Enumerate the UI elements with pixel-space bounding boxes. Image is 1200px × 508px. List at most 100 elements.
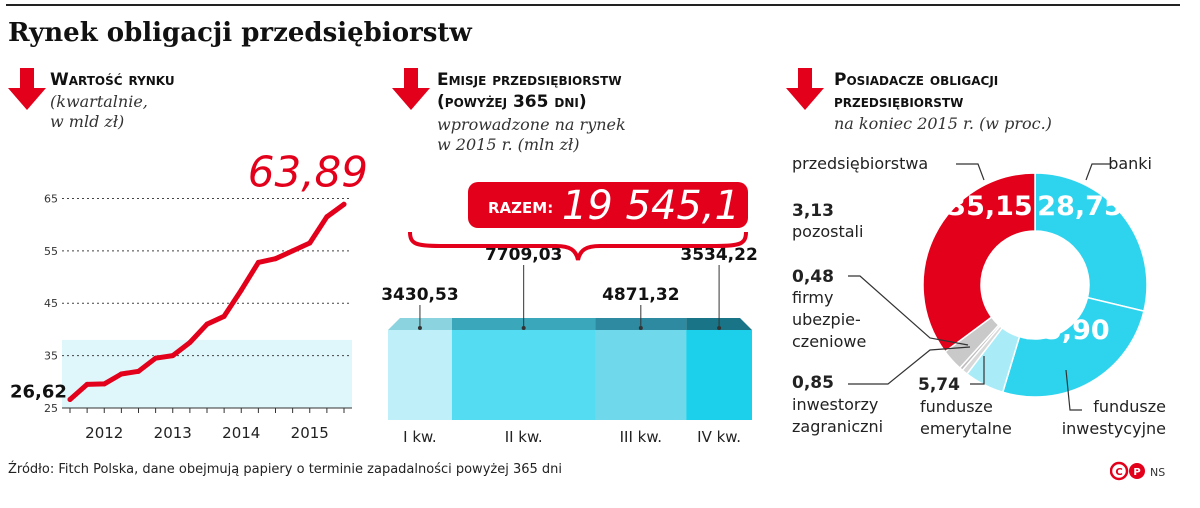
holders-title-1: Posiadacze obligacji: [834, 70, 999, 90]
data-point: [238, 287, 244, 293]
data-point: [84, 381, 90, 387]
label-pozostali: pozostali: [792, 222, 863, 241]
slice-value-label: 28,75: [1037, 191, 1122, 222]
top-rule: [6, 4, 1180, 6]
page-title: Rynek obligacji przedsiębiorstw: [8, 18, 472, 48]
issues-title-2: (powyżej 365 dni): [437, 92, 587, 112]
slice-value-label: 35,15: [947, 191, 1032, 222]
publisher-logo: C P NS: [1110, 461, 1165, 481]
y-tick-label: 65: [44, 192, 58, 205]
start-value-label: 26,62: [10, 382, 67, 403]
value-emerytalne: 5,74: [918, 375, 960, 395]
data-point: [101, 381, 107, 387]
label-inwestycyjne-1: fundusze: [1093, 397, 1166, 416]
donut-slice: [922, 172, 1036, 353]
total-banner: [468, 182, 748, 228]
label-przedsiebiorstwa: przedsiębiorstwa: [792, 154, 928, 173]
holders-donut-chart: 35,15 28,75 25,90 przedsiębiorstwa banki 3,13…: [792, 154, 1166, 438]
label-firmy-2: ubezpie-: [792, 310, 861, 329]
bar-segment: [388, 330, 452, 420]
label-firmy-1: firmy: [792, 288, 833, 307]
x-tick-label: 2014: [222, 424, 260, 442]
bar-value-label: 3430,53: [381, 285, 458, 305]
y-tick-label: 35: [44, 350, 58, 363]
bar-value-label: 4871,32: [602, 285, 679, 305]
label-inwestorzy-1: inwestorzy: [792, 395, 878, 414]
data-point: [221, 313, 227, 319]
y-tick-label: 25: [44, 402, 58, 415]
data-point: [204, 321, 210, 327]
issues-title-1: Emisje przedsiębiorstw: [437, 70, 622, 90]
value-leader-dot: [417, 326, 422, 330]
bar-segment: [686, 330, 752, 420]
total-value: 19 545,1: [562, 183, 740, 229]
issues-chart: 3430,53 I kw. 7709,03 II kw. 4871,32 III kw. 3…: [381, 182, 758, 446]
leader-inwestorzy: [848, 346, 971, 385]
label-banki: banki: [1108, 154, 1152, 173]
leader-inwestycyjne: [1065, 369, 1082, 411]
data-point: [307, 240, 313, 246]
holders-title-2: przedsiębiorstw: [834, 92, 964, 112]
data-point: [255, 259, 261, 265]
label-inwestorzy-2: zagraniczni: [792, 417, 883, 436]
slice-value-label: 25,90: [1024, 315, 1109, 346]
data-point: [290, 248, 296, 254]
y-tick-label: 45: [44, 297, 58, 310]
bar-value-label: 7709,03: [485, 245, 562, 265]
x-tick-label: 2015: [291, 424, 329, 442]
value-leader-dot: [638, 326, 643, 330]
down-arrow-icon: [8, 68, 46, 110]
bar-segment: [595, 330, 687, 420]
data-point: [324, 214, 330, 220]
holders-subtitle: na koniec 2015 r. (w proc.): [834, 114, 1052, 133]
source-note: Źródło: Fitch Polska, dane obejmują papi…: [8, 462, 562, 477]
market-subtitle-1: (kwartalnie,: [50, 92, 148, 111]
data-point: [187, 340, 193, 346]
category-label: IV kw.: [697, 428, 741, 446]
data-point: [153, 355, 159, 361]
donut-slice: [1001, 296, 1145, 398]
market-title: Wartość rynku: [50, 70, 175, 90]
market-line-chart: 25 35 45 55 65 2012 2013 2014 2015 26,62 63,89: [10, 147, 368, 442]
y-tick-label: 55: [44, 245, 58, 258]
data-point: [341, 201, 347, 207]
leader-firmy: [848, 275, 969, 346]
x-tick-label: 2012: [85, 424, 123, 442]
market-subtitle-2: w mld zł): [50, 112, 125, 131]
issues-subtitle-2: w 2015 r. (mln zł): [437, 135, 580, 154]
data-point: [170, 353, 176, 359]
data-point: [67, 397, 73, 403]
svg-text:P: P: [1133, 467, 1140, 478]
issues-subtitle-1: wprowadzone na rynek: [437, 115, 626, 134]
label-emerytalne-2: emerytalne: [920, 419, 1012, 438]
value-leader-dot: [521, 326, 526, 330]
donut-slice: [1034, 172, 1148, 313]
leader-emerytalne: [970, 356, 985, 385]
brand-text: NS: [1150, 466, 1165, 479]
total-label: RAZEM:: [488, 199, 553, 217]
category-label: III kw.: [620, 428, 662, 446]
value-inwestorzy: 0,85: [792, 373, 834, 393]
data-point: [136, 368, 141, 374]
end-value-label: 63,89: [248, 147, 368, 196]
category-label: I kw.: [403, 428, 437, 446]
value-pozostali: 3,13: [792, 201, 834, 221]
svg-text:C: C: [1115, 467, 1122, 478]
bar-value-label: 3534,22: [680, 245, 757, 265]
down-arrow-icon: [392, 68, 430, 110]
down-arrow-icon: [786, 68, 824, 110]
area-fill: [62, 339, 352, 408]
leader-przedsiebiorstwa: [956, 163, 985, 181]
data-point: [273, 256, 278, 262]
data-point: [118, 371, 124, 377]
leader-banki: [1085, 163, 1110, 181]
label-emerytalne-1: fundusze: [920, 397, 993, 416]
value-leader-dot: [717, 326, 722, 330]
x-tick-label: 2013: [154, 424, 192, 442]
label-inwestycyjne-2: inwestycyjne: [1062, 419, 1166, 438]
category-label: II kw.: [505, 428, 543, 446]
value-firmy: 0,48: [792, 267, 834, 287]
bar-segment: [451, 330, 596, 420]
label-firmy-3: czeniowe: [792, 332, 866, 351]
total-brace: [408, 231, 748, 261]
